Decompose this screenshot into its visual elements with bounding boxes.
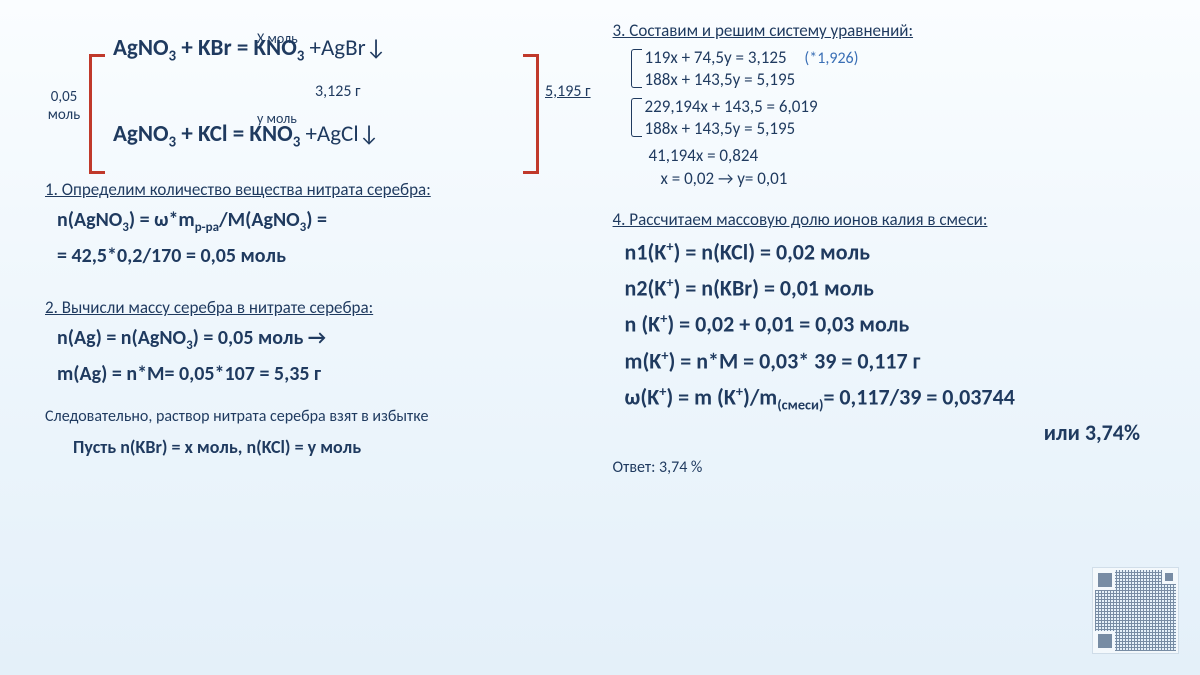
- qr-code: [1093, 568, 1178, 653]
- sys2-line2: 188x + 143,5у = 5,195: [645, 118, 1170, 139]
- let-line: Пусть n(KBr) = x моль, n(KCl) = у моль: [73, 434, 583, 460]
- annot-mass-5195: 5,195 г: [545, 82, 591, 101]
- step1-calc1: n(AgNO3) = ω*mр-ра/M(AgNO3) =: [57, 206, 583, 238]
- equation-2: AgNO3 + KCl = KNO3 +AgCl↓: [113, 120, 583, 152]
- result-line1: 41,194x = 0,824: [649, 145, 1170, 166]
- reaction-equations-block: 0,05 моль X моль у моль 3,125 г 5,195 г …: [45, 34, 583, 151]
- step2-calc2: m(Ag) = n*M= 0,05*107 = 5,35 г: [57, 360, 583, 389]
- step3-title: 3. Составим и решим систему уравнений:: [613, 20, 1170, 41]
- sys2-line1: 229,194x + 143,5 = 6,019: [645, 96, 1170, 117]
- chemistry-slide: 0,05 моль X моль у моль 3,125 г 5,195 г …: [0, 0, 1200, 675]
- excess-note: Следовательно, раствор нитрата серебра в…: [45, 407, 583, 426]
- result-line2: x = 0,02 → y= 0,01: [661, 168, 1170, 189]
- amount-value: 0,05: [51, 88, 78, 106]
- two-column-layout: 0,05 моль X моль у моль 3,125 г 5,195 г …: [45, 20, 1170, 477]
- percent-result: или 3,74%: [613, 419, 1140, 446]
- annot-y-mol: у моль: [257, 110, 297, 127]
- annot-x-mol: X моль: [257, 30, 298, 47]
- eq1-tail: +AgBr↓: [304, 34, 386, 62]
- left-bracket: [89, 54, 105, 174]
- step4-l1: n1(K+) = n(KCl) = 0,02 моль: [625, 236, 1170, 268]
- right-bracket: [523, 54, 539, 174]
- step4-title: 4. Рассчитаем массовую долю ионов калия …: [613, 209, 1170, 230]
- eq2-agno3: AgNO: [113, 120, 169, 148]
- annot-mass-3125: 3,125 г: [315, 82, 361, 101]
- eq2-sub1: 3: [169, 133, 177, 151]
- step4-l5: ω(K+) = m (K+)/m(смеси)= 0,117/39 = 0,03…: [625, 381, 1170, 415]
- step1-title: 1. Определим количество вещества нитрата…: [45, 179, 583, 200]
- left-column: 0,05 моль X моль у моль 3,125 г 5,195 г …: [45, 20, 583, 477]
- eq1-sub1: 3: [169, 48, 177, 66]
- amount-unit: моль: [48, 106, 80, 124]
- eq2-tail: +AgCl↓: [300, 120, 379, 148]
- step4-l3: n (K+) = 0,02 + 0,01 = 0,03 моль: [625, 308, 1170, 340]
- step4-l4: m(K+) = n*M = 0,03* 39 = 0,117 г: [625, 345, 1170, 377]
- left-side-amount: 0,05 моль: [41, 88, 87, 124]
- step2-title: 2. Вычисли массу серебра в нитрате сереб…: [45, 297, 583, 318]
- final-answer: Ответ: 3,74 %: [613, 458, 1170, 477]
- system-2: 229,194x + 143,5 = 6,019 188x + 143,5у =…: [631, 96, 1170, 139]
- step2-calc1: n(Ag) = n(AgNO3) = 0,05 моль →: [57, 324, 583, 356]
- eq1-agno3: AgNO: [113, 34, 169, 62]
- qr-corner: [1162, 570, 1176, 584]
- mult-factor: (*1,926): [804, 49, 858, 68]
- step1-calc2: = 42,5*0,2/170 = 0,05 моль: [57, 242, 583, 271]
- system-1: 119x + 74,5у = 3,125 (*1,926) 188x + 143…: [631, 47, 1170, 90]
- sys1-line1: 119x + 74,5у = 3,125 (*1,926): [645, 47, 1170, 68]
- equation-1: AgNO3 + KBr = KNO3 +AgBr↓: [113, 34, 583, 66]
- right-column: 3. Составим и решим систему уравнений: 1…: [613, 20, 1170, 477]
- sys1-line2: 188x + 143,5у = 5,195: [645, 69, 1170, 90]
- step4-l2: n2(K+) = n(KBr) = 0,01 моль: [625, 272, 1170, 304]
